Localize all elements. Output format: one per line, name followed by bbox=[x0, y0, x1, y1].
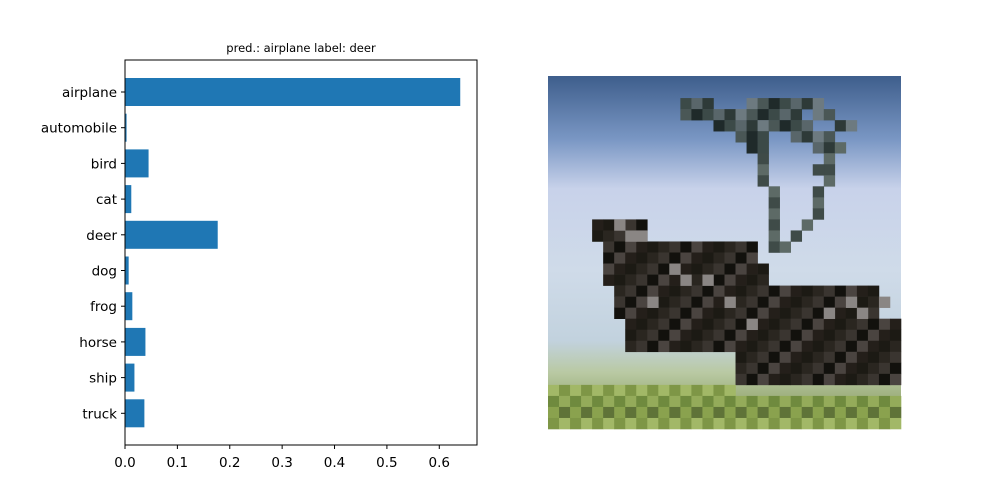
axes-frame bbox=[124, 59, 478, 446]
x-tick-label-5: 0.5 bbox=[376, 455, 397, 471]
x-tick-label-1: 0.1 bbox=[167, 455, 188, 471]
y-tick-label-dog: dog bbox=[92, 264, 117, 280]
y-axis: airplane automobile bird cat deer dog frog hors… bbox=[41, 85, 125, 422]
chart-title: pred.: airplane label: deer bbox=[226, 41, 376, 55]
bar-frog bbox=[125, 292, 133, 321]
x-tick-label-3: 0.3 bbox=[271, 455, 292, 471]
y-tick-label-frog: frog bbox=[90, 299, 117, 315]
cifar-input-image bbox=[548, 76, 902, 430]
y-tick-label-truck: truck bbox=[82, 406, 117, 422]
y-tick-label-ship: ship bbox=[89, 371, 117, 387]
y-tick-label-airplane: airplane bbox=[62, 85, 117, 101]
x-tick-label-2: 0.2 bbox=[219, 455, 240, 471]
bar-cat bbox=[125, 185, 132, 214]
bar-horse bbox=[125, 327, 146, 356]
y-tick-label-cat: cat bbox=[96, 192, 117, 208]
bar-ship bbox=[125, 363, 135, 392]
image-pixels bbox=[548, 98, 902, 430]
bar-airplane bbox=[125, 78, 461, 106]
x-tick-label-0: 0.0 bbox=[114, 455, 135, 471]
x-axis: 0.0 0.1 0.2 0.3 0.4 0.5 0.6 bbox=[114, 445, 450, 471]
y-tick-label-deer: deer bbox=[86, 228, 117, 244]
y-tick-label-automobile: automobile bbox=[41, 121, 117, 137]
bar-deer bbox=[125, 220, 218, 249]
x-tick-label-6: 0.6 bbox=[429, 455, 450, 471]
bars-group bbox=[125, 78, 461, 428]
bar-truck bbox=[125, 399, 145, 428]
bar-bird bbox=[125, 149, 149, 178]
bar-automobile bbox=[125, 113, 127, 142]
x-tick-label-4: 0.4 bbox=[324, 455, 345, 471]
y-tick-label-bird: bird bbox=[91, 156, 117, 172]
bar-dog bbox=[125, 256, 129, 285]
y-tick-label-horse: horse bbox=[79, 335, 117, 351]
